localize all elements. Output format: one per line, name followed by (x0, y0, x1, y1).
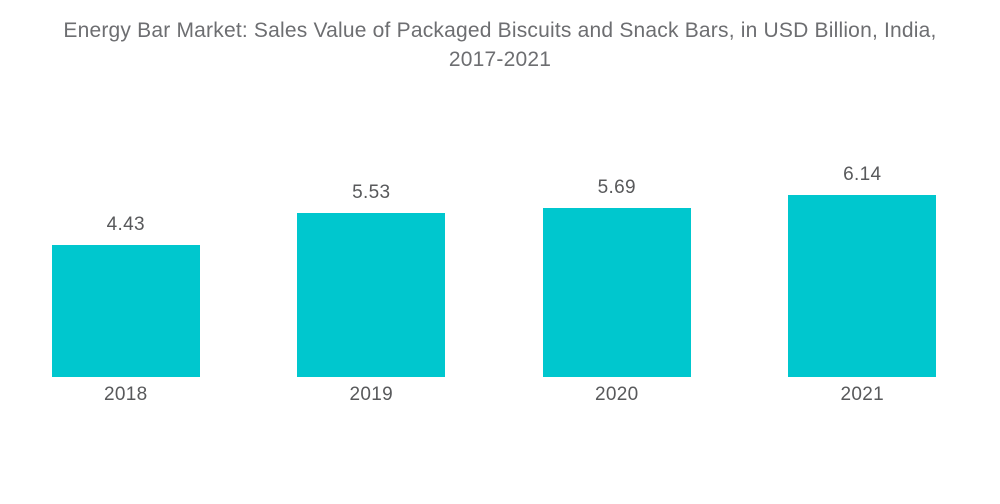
bar-year-label: 2019 (349, 384, 393, 405)
bar (297, 213, 446, 377)
bar (788, 195, 937, 377)
chart-title-line2: 2017-2021 (448, 48, 552, 71)
bar-year-label: 2018 (104, 384, 148, 405)
bar-year-label: 2020 (595, 384, 639, 405)
bar-year-label: 2021 (840, 384, 884, 405)
bar-value-label: 6.14 (843, 164, 882, 185)
bar-column: 6.14 2021 (740, 164, 986, 405)
bar-value-label: 5.53 (352, 182, 391, 203)
bar (542, 208, 691, 377)
chart-title-line1: Energy Bar Market: Sales Value of Packag… (63, 19, 937, 42)
bar-value-label: 4.43 (106, 214, 145, 235)
bar-column: 5.53 2019 (249, 182, 495, 405)
bar-column: 5.69 2020 (494, 177, 740, 405)
bar-column: 4.43 2018 (3, 214, 249, 405)
chart-title: Energy Bar Market: Sales Value of Packag… (0, 16, 1000, 74)
bar-value-label: 5.69 (597, 177, 636, 198)
bar-chart: 4.43 2018 5.53 2019 5.69 2020 6.14 2021 (3, 0, 986, 405)
bar (51, 245, 200, 377)
